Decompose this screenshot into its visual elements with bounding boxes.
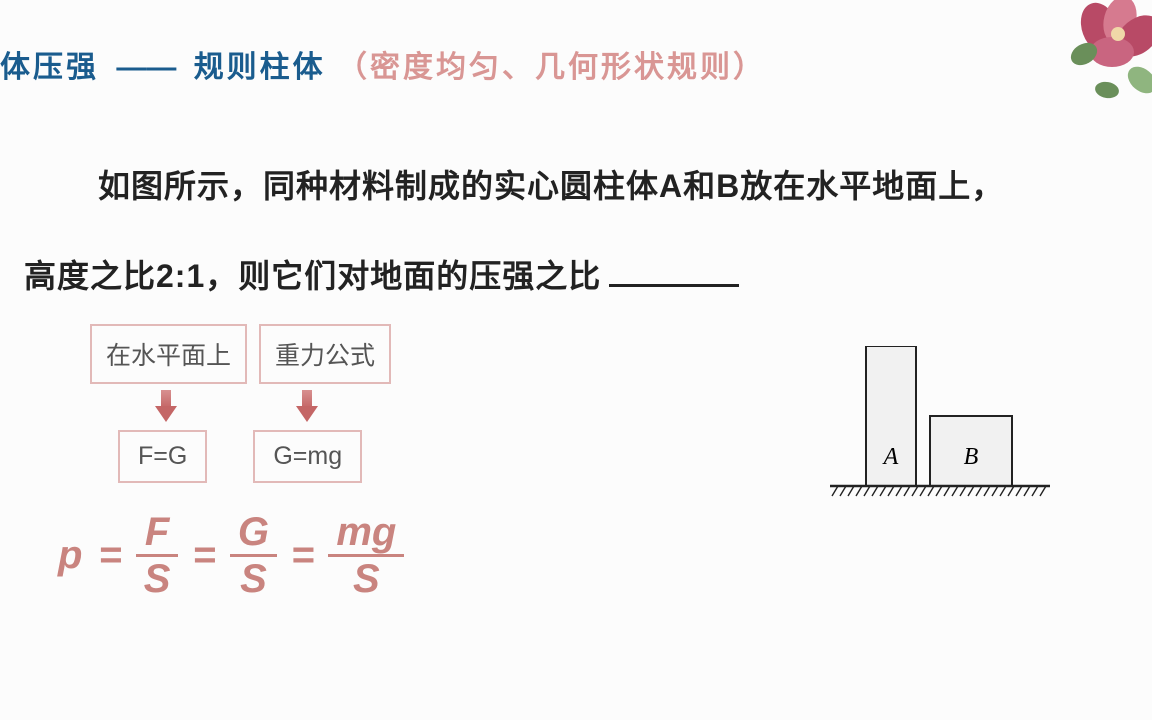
title-paren: （密度均匀、几何形状规则） [337, 51, 766, 84]
frac-num-mg: mg [328, 512, 404, 554]
arrow-down-icon [296, 390, 318, 424]
frac-den-s: S [232, 557, 275, 599]
problem-line1: 如图所示，同种材料制成的实心圆柱体A和B放在水平地面上， [98, 168, 1004, 204]
frac-num-g: G [230, 512, 277, 554]
frac-den-s: S [345, 557, 388, 599]
concept-box-horizontal: 在水平面上 [90, 324, 247, 384]
reasoning-area: 在水平面上 重力公式 F=G G=mg [90, 324, 391, 483]
flower-svg [1067, 0, 1152, 100]
concept-box-row: 在水平面上 重力公式 [90, 324, 391, 384]
fraction-gs: G S [230, 512, 277, 599]
formula-row: F=G G=mg [90, 430, 391, 483]
arrow-container-2 [242, 390, 372, 426]
eq-equals: = [291, 533, 314, 578]
formula-box-gmg: G=mg [253, 430, 362, 483]
svg-text:A: A [882, 444, 899, 470]
eq-equals: = [192, 533, 215, 578]
concept-box-gravity: 重力公式 [259, 324, 391, 384]
title-sub: 规则柱体 [194, 51, 326, 84]
eq-equals: = [98, 533, 121, 578]
frac-den-s: S [136, 557, 179, 599]
svg-text:B: B [964, 444, 979, 470]
answer-blank [609, 281, 739, 287]
title-main-partial: 体压强 [0, 51, 99, 84]
cylinders-diagram: AB [830, 346, 1060, 501]
problem-statement: 如图所示，同种材料制成的实心圆柱体A和B放在水平地面上， 高度之比2:1，则它们… [24, 142, 1092, 321]
pressure-equation: p = F S = G S = mg S [50, 512, 410, 599]
fraction-mgs: mg S [328, 512, 404, 599]
arrow-container-1 [90, 390, 242, 426]
flower-decoration [1012, 0, 1152, 140]
arrow-down-icon [155, 390, 177, 424]
slide-title: 体压强 —— 规则柱体 （密度均匀、几何形状规则） [0, 42, 766, 86]
fraction-fs: F S [136, 512, 179, 599]
title-dash: —— [116, 51, 176, 84]
arrow-row [90, 390, 391, 426]
frac-num-f: F [137, 512, 177, 554]
eq-p: p [58, 533, 82, 578]
formula-box-fg: F=G [118, 430, 207, 483]
problem-line2: 高度之比2:1，则它们对地面的压强之比 [24, 258, 601, 294]
